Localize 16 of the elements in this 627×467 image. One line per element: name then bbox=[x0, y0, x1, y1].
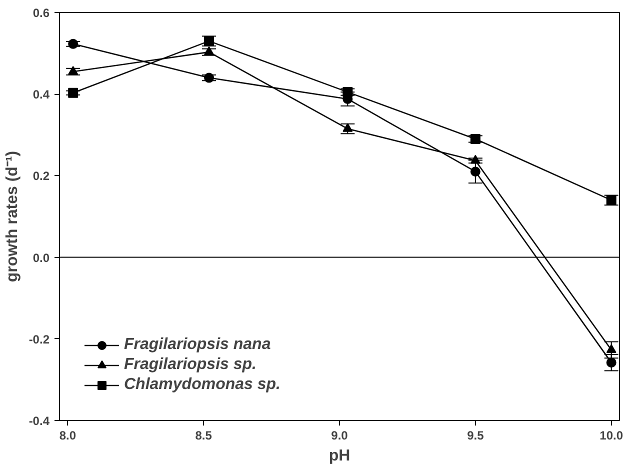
y-tick-label: 0.4 bbox=[32, 88, 50, 102]
x-tick-label: 10.0 bbox=[600, 428, 624, 442]
y-tick-label: 0.2 bbox=[32, 169, 50, 184]
y-tick-label: 0.0 bbox=[32, 250, 50, 265]
y-tick-label: 0.6 bbox=[32, 6, 50, 20]
y-axis-title: growth rates (d⁻¹) bbox=[4, 150, 21, 282]
y-tick-label: -0.4 bbox=[28, 414, 50, 428]
x-tick-label: 9.0 bbox=[331, 428, 348, 442]
x-tick-label: 8.5 bbox=[195, 428, 212, 442]
y-tick-label: -0.2 bbox=[28, 332, 50, 346]
legend-label: Fragilariopsis nana bbox=[124, 336, 271, 354]
x-tick-label: 9.5 bbox=[467, 428, 484, 442]
legend-label: Fragilariopsis sp. bbox=[124, 356, 256, 374]
legend-label: Chlamydomonas sp. bbox=[124, 376, 280, 394]
x-tick-label: 8.0 bbox=[59, 428, 76, 442]
x-axis-title: pH bbox=[328, 448, 350, 464]
